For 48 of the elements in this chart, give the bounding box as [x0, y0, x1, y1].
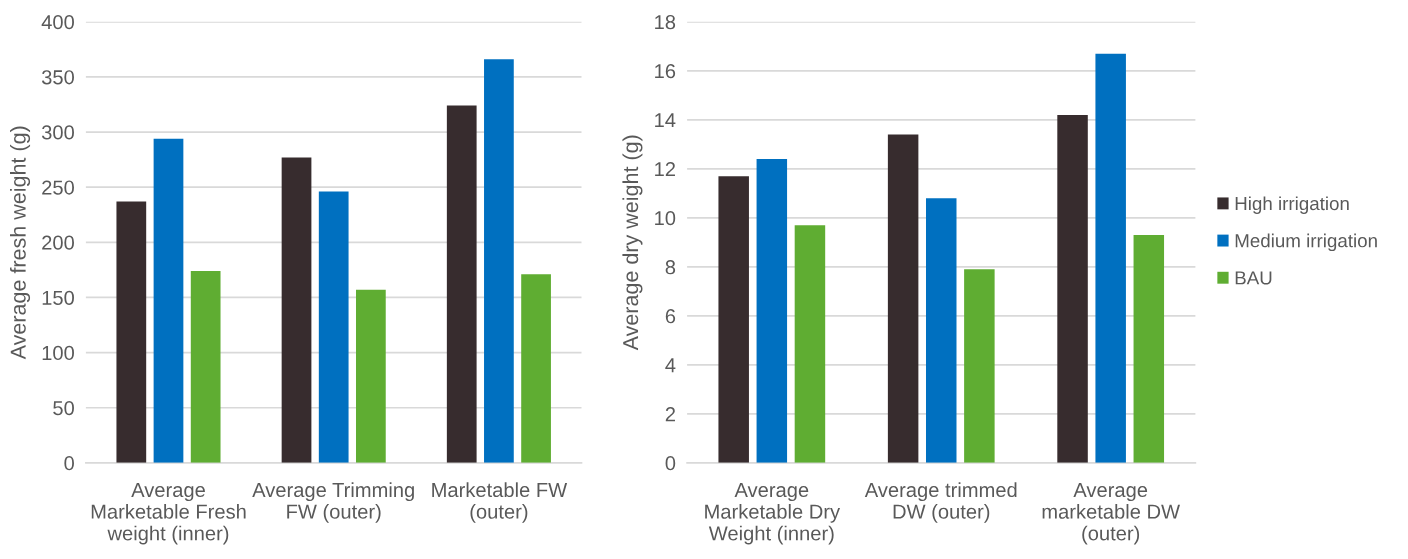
bar [1133, 234, 1165, 463]
bar [794, 225, 826, 463]
legend-label: High irrigation [1235, 196, 1349, 214]
bar [964, 269, 995, 463]
y-tick-label: 14 [655, 113, 676, 128]
y-tick-label: 350 [41, 70, 74, 85]
y-tick-label: 150 [42, 290, 74, 305]
y-tick-label: 250 [42, 180, 74, 195]
bar [718, 176, 749, 463]
bar [356, 289, 386, 463]
x-tick-label: Average Marketable Dry Weight (inner) [705, 483, 841, 545]
y-tick-label: 0 [64, 456, 74, 471]
y-tick-label: 18 [655, 15, 676, 30]
bar [190, 270, 221, 463]
y-tick-label: 10 [655, 211, 676, 226]
x-tick-label: Marketable FW (outer) [432, 482, 568, 523]
x-tick-label: Average marketable DW (outer) [1042, 483, 1180, 545]
legend-label: Medium irrigation [1235, 233, 1377, 252]
bar [153, 138, 184, 463]
y-tick-label: 100 [42, 345, 74, 361]
y-tick-label: 400 [41, 15, 74, 30]
bar [484, 59, 514, 463]
y-tick-label: 50 [53, 400, 74, 416]
y-tick-label: 200 [42, 235, 74, 250]
y-axis-title: Average dry weight (g) [622, 135, 643, 351]
x-tick-label: Average Marketable Fresh weight (inner) [91, 483, 246, 545]
y-tick-label: 6 [665, 309, 676, 324]
bar [926, 198, 957, 463]
y-axis-title: Average fresh weight (g) [10, 126, 31, 360]
y-tick-label: 12 [655, 162, 675, 177]
bar [887, 134, 919, 463]
x-tick-label: Average Trimming FW (outer) [252, 482, 414, 523]
bar [318, 191, 349, 463]
legend-label: BAU [1235, 271, 1272, 285]
bar [521, 274, 551, 463]
y-tick-label: 8 [665, 260, 676, 275]
bar [756, 159, 788, 463]
bar [1095, 53, 1126, 463]
y-tick-label: 2 [665, 407, 675, 422]
y-tick-label: 16 [655, 64, 676, 79]
bar [446, 105, 477, 463]
y-tick-label: 0 [665, 456, 676, 471]
y-tick-label: 4 [665, 358, 676, 373]
bar [1057, 114, 1088, 463]
x-tick-label: Average trimmed DW (outer) [864, 482, 1017, 523]
bar [281, 157, 312, 463]
bar [116, 201, 147, 463]
y-tick-label: 300 [41, 125, 74, 140]
